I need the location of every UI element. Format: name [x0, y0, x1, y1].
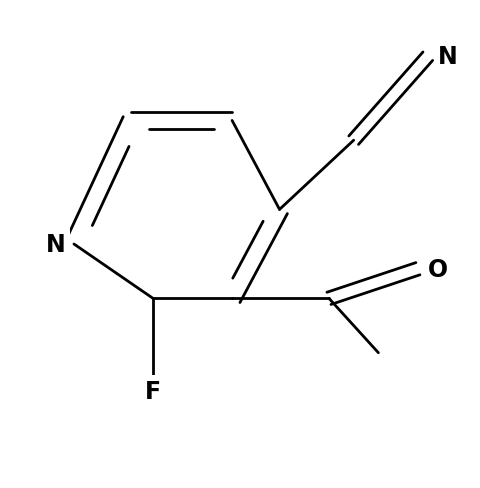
Text: O: O: [428, 257, 448, 281]
Text: F: F: [145, 380, 161, 404]
Text: N: N: [46, 232, 66, 257]
Text: N: N: [438, 45, 457, 69]
